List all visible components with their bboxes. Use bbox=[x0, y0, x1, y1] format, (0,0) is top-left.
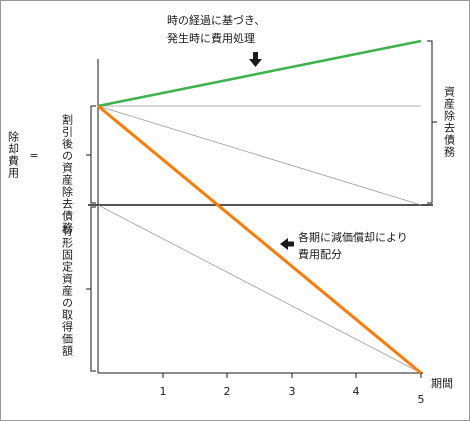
thin-diagonal-lower bbox=[97, 204, 422, 374]
orange-depreciation-line bbox=[97, 104, 422, 375]
label-discounted-asset: 割引後の資産除去債務 bbox=[61, 113, 74, 234]
thin-diagonal-upper bbox=[97, 105, 422, 206]
x-tick-label-4: 4 bbox=[353, 385, 360, 398]
right-note-line1: 各期に減価償却により bbox=[298, 230, 408, 244]
top-note-line1: 時の経過に基づき、 bbox=[167, 14, 265, 27]
left-arrow-icon bbox=[280, 238, 294, 250]
label-aro: 資産除去債務 bbox=[443, 86, 456, 158]
bracket-aro bbox=[427, 40, 437, 204]
x-tick-label-3: 3 bbox=[289, 385, 296, 398]
right-note-line2: 費用配分 bbox=[298, 247, 342, 261]
x-tick-label-5: 5 bbox=[418, 393, 425, 406]
top-note-line2: 発生時に費用処理 bbox=[167, 31, 255, 45]
green-accretion-line bbox=[97, 39, 422, 108]
x-tick-label-1: 1 bbox=[160, 385, 167, 398]
bracket-acquisition-cost bbox=[86, 206, 96, 372]
label-acquisition-cost: 有形固定資産の取得価額 bbox=[61, 224, 74, 357]
x-tick-marks bbox=[162, 373, 422, 378]
bracket-discounted-asset bbox=[86, 105, 96, 204]
down-arrow-icon bbox=[249, 52, 262, 67]
label-equals: = bbox=[29, 149, 38, 162]
x-axis-title: 期間 bbox=[431, 377, 453, 390]
label-removal-cost: 除却費用 bbox=[7, 130, 20, 179]
x-tick-label-2: 2 bbox=[224, 385, 231, 398]
